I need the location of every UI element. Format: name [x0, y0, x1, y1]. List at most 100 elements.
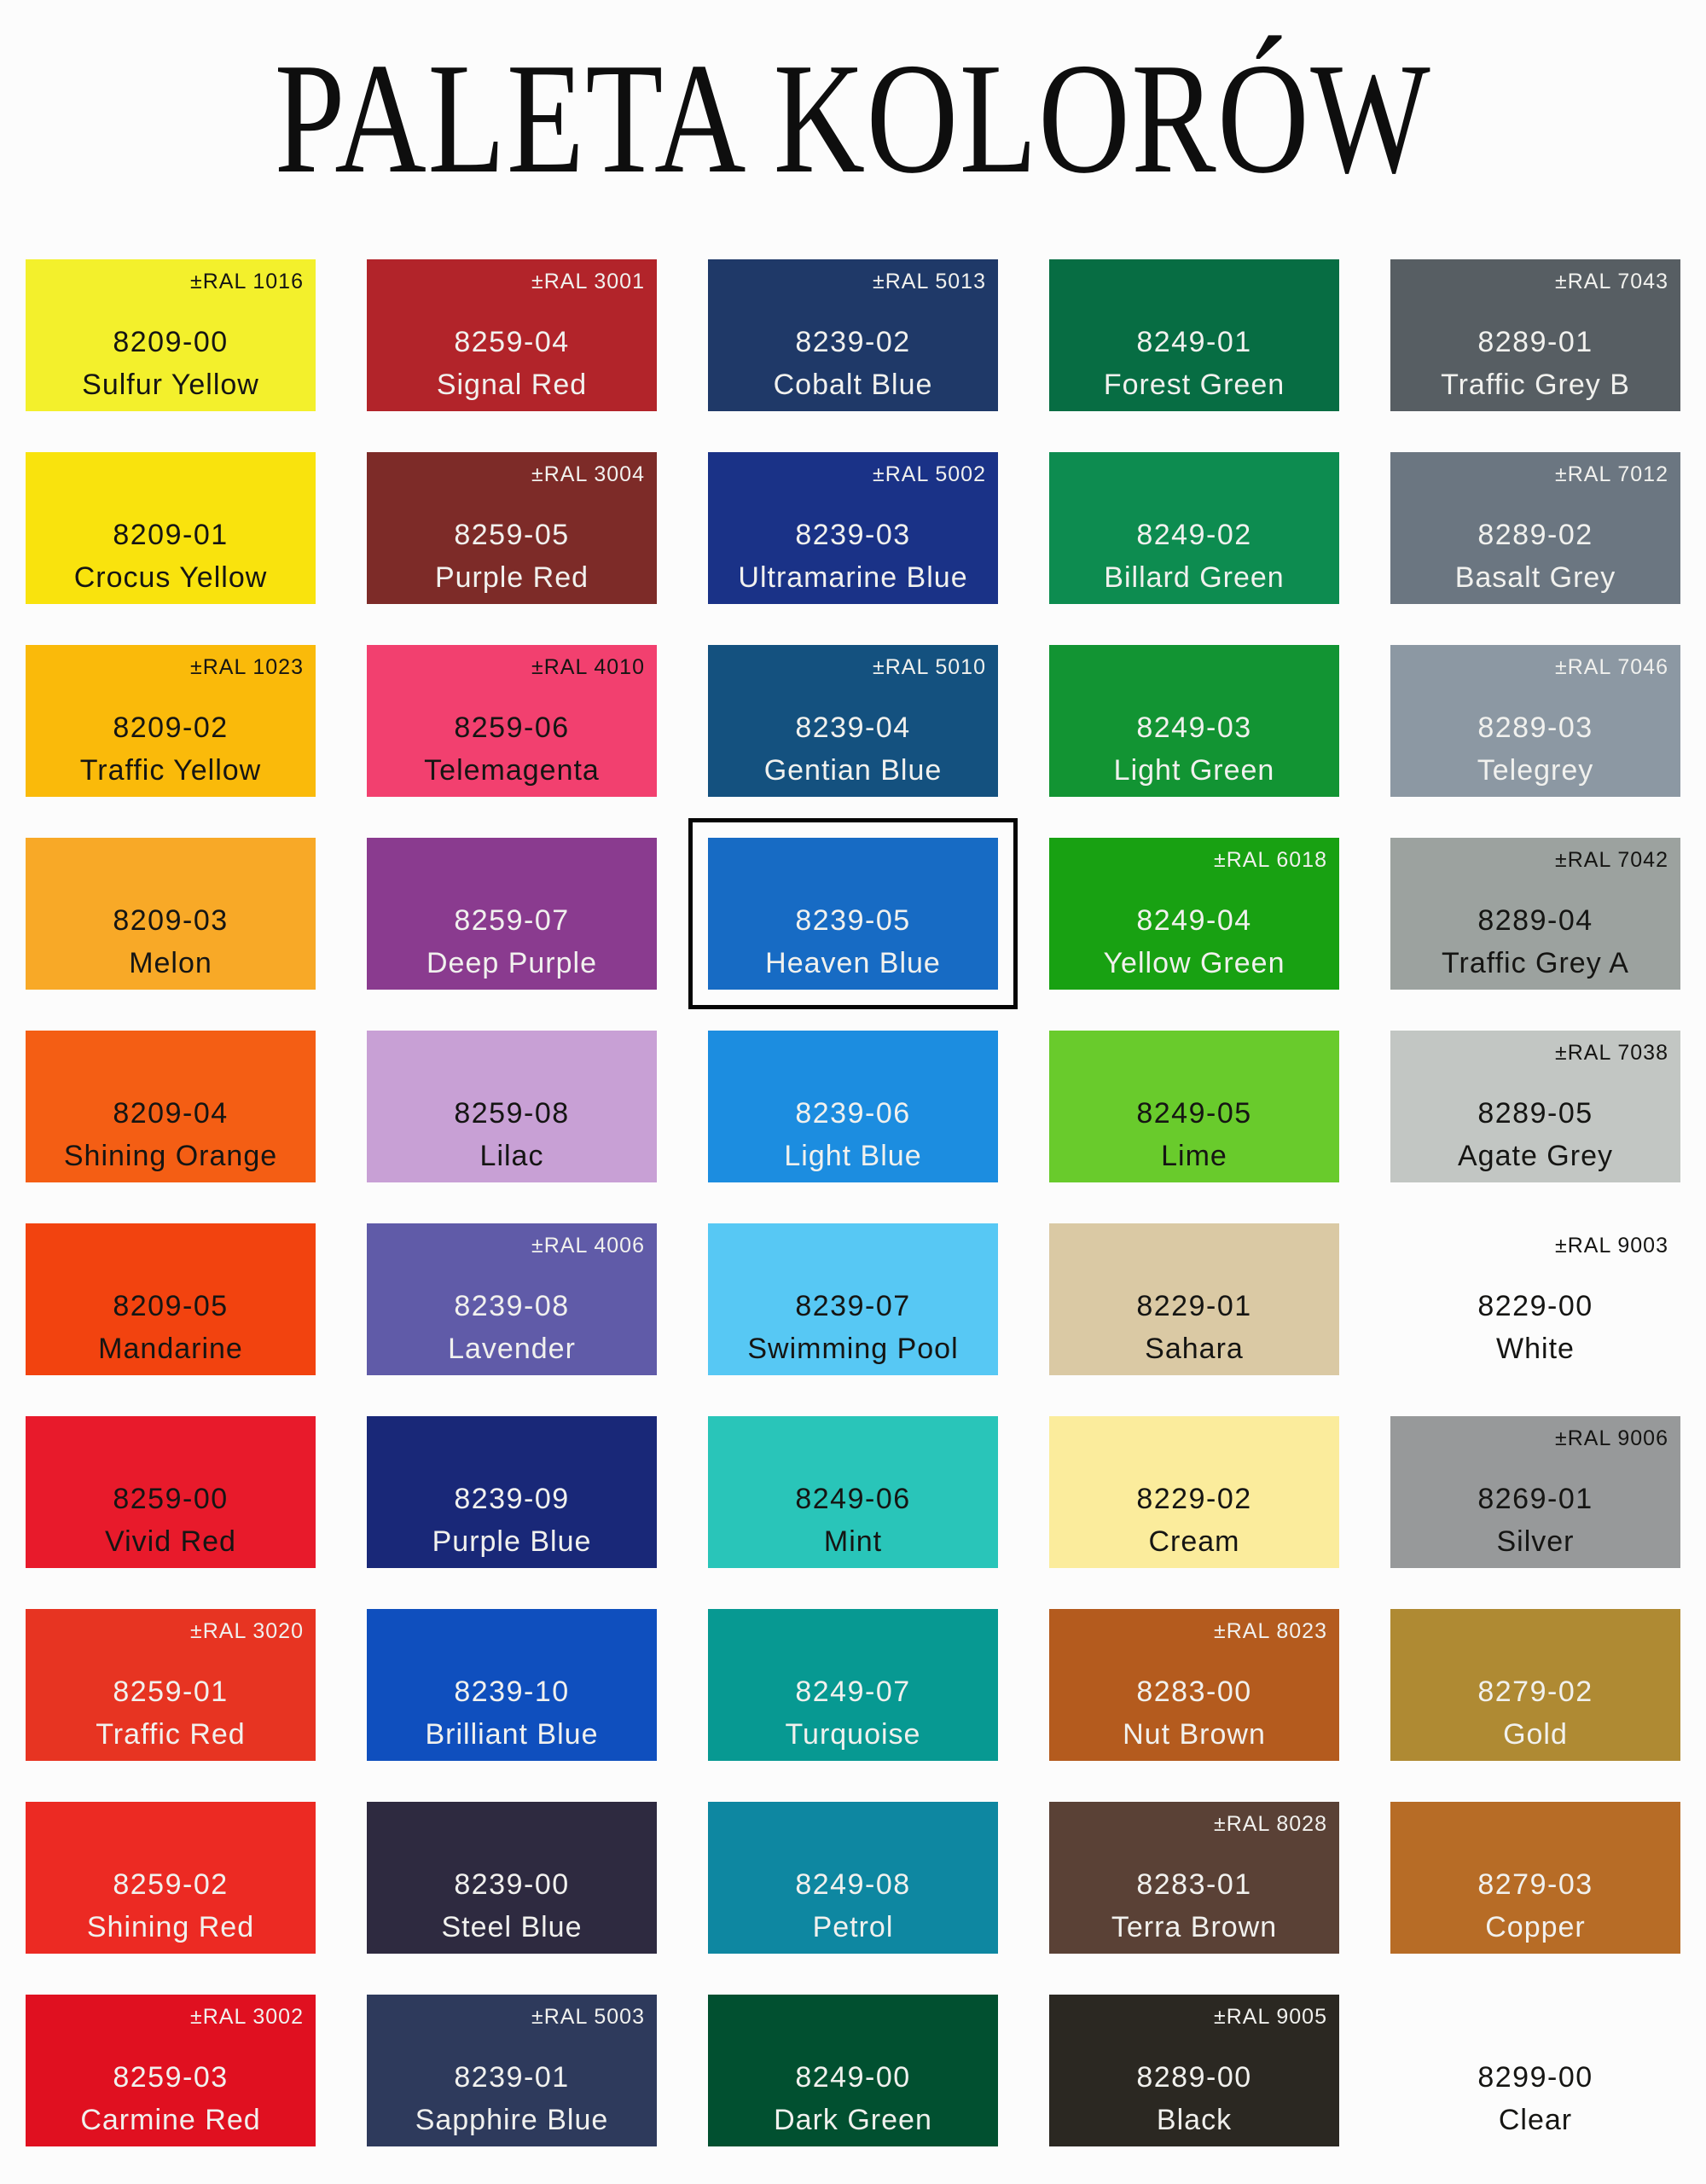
color-swatch-8289-03[interactable]: ±RAL 7046 8289-03 Telegrey — [1390, 645, 1680, 797]
color-swatch-8229-00[interactable]: ±RAL 9003 8229-00 White — [1390, 1223, 1680, 1375]
color-swatch-8289-02[interactable]: ±RAL 7012 8289-02 Basalt Grey — [1390, 452, 1680, 604]
swatch-name: Cobalt Blue — [773, 369, 933, 401]
color-swatch-8209-01[interactable]: 8209-01 Crocus Yellow — [26, 452, 316, 604]
swatch-code: 8249-05 — [1136, 1097, 1252, 1130]
color-swatch-8239-03[interactable]: ±RAL 5002 8239-03 Ultramarine Blue — [708, 452, 998, 604]
ral-label: ±RAL 4006 — [531, 1234, 645, 1258]
color-swatch-8259-06[interactable]: ±RAL 4010 8259-06 Telemagenta — [367, 645, 657, 797]
swatch-code: 8209-02 — [113, 712, 229, 744]
color-swatch-8249-04[interactable]: ±RAL 6018 8249-04 Yellow Green — [1049, 838, 1339, 990]
color-swatch-8259-03[interactable]: ±RAL 3002 8259-03 Carmine Red — [26, 1995, 316, 2146]
swatch-code: 8209-01 — [113, 519, 229, 551]
swatch-name: Shining Orange — [63, 1140, 278, 1172]
swatch-name: Melon — [129, 947, 212, 979]
color-swatch-8283-00[interactable]: ±RAL 8023 8283-00 Nut Brown — [1049, 1609, 1339, 1761]
swatch-code: 8259-02 — [113, 1868, 229, 1901]
color-swatch-8259-02[interactable]: 8259-02 Shining Red — [26, 1802, 316, 1954]
swatch-code: 8279-03 — [1477, 1868, 1593, 1901]
ral-label: ±RAL 3001 — [531, 270, 645, 293]
color-swatch-8239-09[interactable]: 8239-09 Purple Blue — [367, 1416, 657, 1568]
swatch-name: Telemagenta — [424, 754, 600, 787]
swatch-name: Sulfur Yellow — [82, 369, 259, 401]
color-swatch-8299-00[interactable]: 8299-00 Clear — [1390, 1995, 1680, 2146]
color-swatch-8239-10[interactable]: 8239-10 Brilliant Blue — [367, 1609, 657, 1761]
ral-label: ±RAL 7043 — [1555, 270, 1668, 293]
swatch-code: 8249-03 — [1136, 712, 1252, 744]
color-swatch-8209-05[interactable]: 8209-05 Mandarine — [26, 1223, 316, 1375]
color-swatch-8249-08[interactable]: 8249-08 Petrol — [708, 1802, 998, 1954]
color-swatch-8209-02[interactable]: ±RAL 1023 8209-02 Traffic Yellow — [26, 645, 316, 797]
color-swatch-8279-03[interactable]: 8279-03 Copper — [1390, 1802, 1680, 1954]
color-swatch-8289-01[interactable]: ±RAL 7043 8289-01 Traffic Grey B — [1390, 259, 1680, 411]
swatch-name: Sapphire Blue — [415, 2104, 609, 2136]
swatch-name: Carmine Red — [80, 2104, 261, 2136]
color-swatch-8239-00[interactable]: 8239-00 Steel Blue — [367, 1802, 657, 1954]
swatch-code: 8239-06 — [795, 1097, 911, 1130]
swatch-name: Nut Brown — [1123, 1718, 1266, 1751]
ral-label: ±RAL 8028 — [1214, 1812, 1327, 1836]
color-swatch-8283-01[interactable]: ±RAL 8028 8283-01 Terra Brown — [1049, 1802, 1339, 1954]
swatch-code: 8239-04 — [795, 712, 911, 744]
color-swatch-8239-05[interactable]: 8239-05 Heaven Blue — [688, 818, 1018, 1009]
color-swatch-8259-00[interactable]: 8259-00 Vivid Red — [26, 1416, 316, 1568]
color-swatch-8239-01[interactable]: ±RAL 5003 8239-01 Sapphire Blue — [367, 1995, 657, 2146]
page-title: PALETA KOLORÓW — [274, 31, 1432, 206]
color-swatch-8289-04[interactable]: ±RAL 7042 8289-04 Traffic Grey A — [1390, 838, 1680, 990]
swatch-name: Copper — [1485, 1911, 1586, 1943]
color-swatch-8259-04[interactable]: ±RAL 3001 8259-04 Signal Red — [367, 259, 657, 411]
ral-label: ±RAL 3004 — [531, 462, 645, 486]
color-swatch-8239-06[interactable]: 8239-06 Light Blue — [708, 1031, 998, 1182]
ral-label: ±RAL 6018 — [1214, 848, 1327, 872]
color-swatch-8289-00[interactable]: ±RAL 9005 8289-00 Black — [1049, 1995, 1339, 2146]
swatch-code: 8249-08 — [795, 1868, 911, 1901]
color-swatch-8259-07[interactable]: 8259-07 Deep Purple — [367, 838, 657, 990]
ral-label: ±RAL 7012 — [1555, 462, 1668, 486]
swatch-code: 8259-04 — [454, 326, 570, 358]
swatch-code: 8229-01 — [1136, 1290, 1252, 1322]
color-swatch-8239-04[interactable]: ±RAL 5010 8239-04 Gentian Blue — [708, 645, 998, 797]
swatch-name: Traffic Grey A — [1442, 947, 1629, 979]
ral-label: ±RAL 9003 — [1555, 1234, 1668, 1258]
color-swatch-8249-07[interactable]: 8249-07 Turquoise — [708, 1609, 998, 1761]
ral-label: ±RAL 7042 — [1555, 848, 1668, 872]
swatch-code: 8249-07 — [795, 1676, 911, 1708]
swatch-name: Billard Green — [1104, 561, 1285, 594]
color-swatch-8249-06[interactable]: 8249-06 Mint — [708, 1416, 998, 1568]
swatch-name: Light Blue — [784, 1140, 922, 1172]
color-swatch-8289-05[interactable]: ±RAL 7038 8289-05 Agate Grey — [1390, 1031, 1680, 1182]
swatch-code: 8209-03 — [113, 904, 229, 937]
color-swatch-8259-05[interactable]: ±RAL 3004 8259-05 Purple Red — [367, 452, 657, 604]
swatch-name: Purple Blue — [432, 1525, 592, 1558]
color-swatch-8239-07[interactable]: 8239-07 Swimming Pool — [708, 1223, 998, 1375]
swatch-code: 8229-00 — [1477, 1290, 1593, 1322]
color-swatch-8249-01[interactable]: 8249-01 Forest Green — [1049, 259, 1339, 411]
color-swatch-8229-01[interactable]: 8229-01 Sahara — [1049, 1223, 1339, 1375]
color-swatch-8249-02[interactable]: 8249-02 Billard Green — [1049, 452, 1339, 604]
swatch-code: 8289-01 — [1477, 326, 1593, 358]
swatch-code: 8259-07 — [454, 904, 570, 937]
color-swatch-8259-01[interactable]: ±RAL 3020 8259-01 Traffic Red — [26, 1609, 316, 1761]
swatch-name: Black — [1156, 2104, 1233, 2136]
ral-label: ±RAL 3002 — [190, 2005, 304, 2029]
color-swatch-8209-04[interactable]: 8209-04 Shining Orange — [26, 1031, 316, 1182]
color-swatch-8249-05[interactable]: 8249-05 Lime — [1049, 1031, 1339, 1182]
color-swatch-8209-03[interactable]: 8209-03 Melon — [26, 838, 316, 990]
color-swatch-8279-02[interactable]: 8279-02 Gold — [1390, 1609, 1680, 1761]
color-swatch-8259-08[interactable]: 8259-08 Lilac — [367, 1031, 657, 1182]
color-swatch-8209-00[interactable]: ±RAL 1016 8209-00 Sulfur Yellow — [26, 259, 316, 411]
swatch-code: 8289-04 — [1477, 904, 1593, 937]
ral-label: ±RAL 1023 — [190, 655, 304, 679]
color-swatch-8249-03[interactable]: 8249-03 Light Green — [1049, 645, 1339, 797]
color-swatch-8239-08[interactable]: ±RAL 4006 8239-08 Lavender — [367, 1223, 657, 1375]
color-swatch-8269-01[interactable]: ±RAL 9006 8269-01 Silver — [1390, 1416, 1680, 1568]
ral-label: ±RAL 4010 — [531, 655, 645, 679]
swatch-code: 8239-02 — [795, 326, 911, 358]
swatch-name: Steel Blue — [441, 1911, 583, 1943]
color-swatch-8249-00[interactable]: 8249-00 Dark Green — [708, 1995, 998, 2146]
swatch-code: 8283-00 — [1136, 1676, 1252, 1708]
swatch-name: Traffic Red — [96, 1718, 246, 1751]
color-swatch-8239-02[interactable]: ±RAL 5013 8239-02 Cobalt Blue — [708, 259, 998, 411]
swatch-name: Purple Red — [434, 561, 589, 594]
color-swatch-8229-02[interactable]: 8229-02 Cream — [1049, 1416, 1339, 1568]
